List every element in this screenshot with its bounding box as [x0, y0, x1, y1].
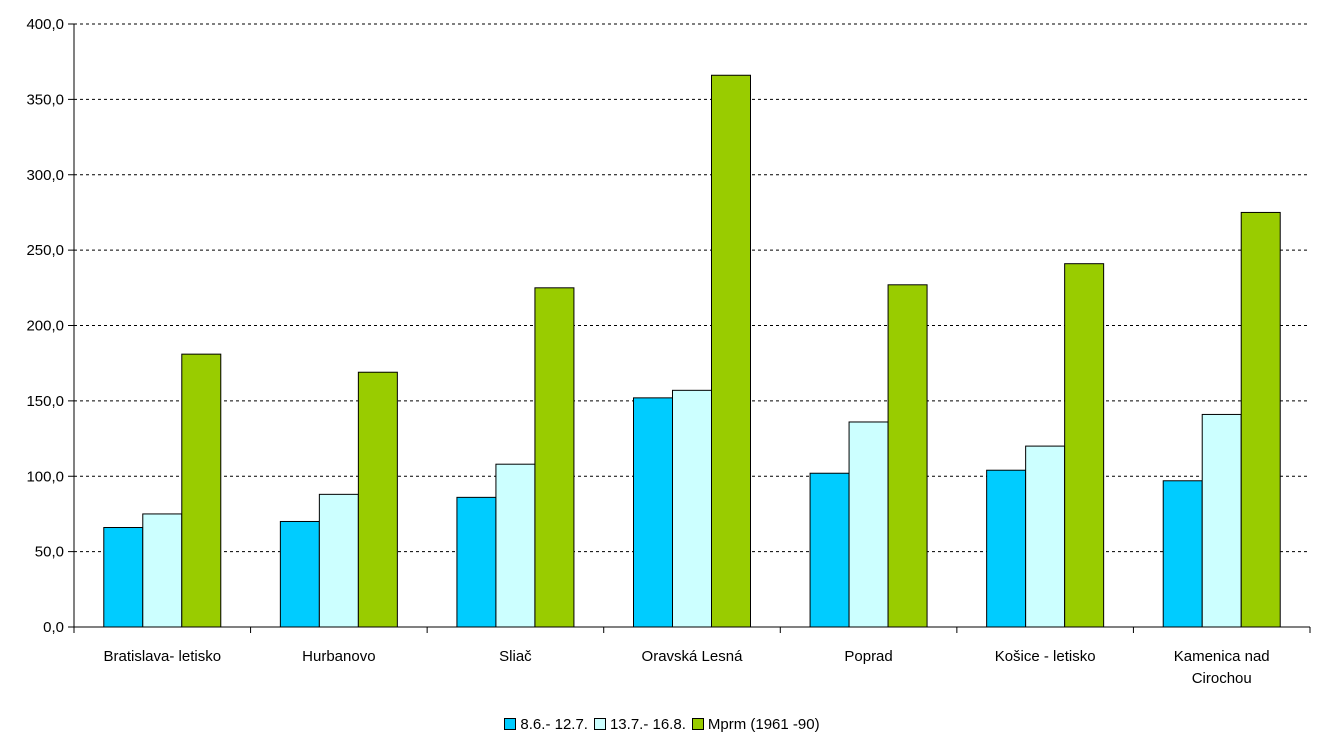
- bar: [887, 284, 928, 628]
- x-tick-label: Kamenica nad Cirochou: [1174, 648, 1270, 687]
- bar: [357, 371, 398, 628]
- bar: [711, 74, 751, 628]
- bar: [1064, 263, 1105, 628]
- legend-item: 13.7.- 16.8.: [593, 715, 686, 733]
- y-tick-label: 150,0: [26, 393, 64, 410]
- bar: [181, 353, 222, 628]
- bar: [103, 527, 144, 628]
- bar: [986, 469, 1027, 628]
- bar: [495, 463, 536, 628]
- x-tick-label: Sliač: [499, 648, 532, 665]
- y-tick-label: 250,0: [26, 242, 64, 259]
- y-tick-label: 100,0: [26, 468, 64, 485]
- legend-swatch: [504, 718, 517, 730]
- legend-item: Mprm (1961 -90): [691, 715, 820, 733]
- bar: [1025, 445, 1066, 628]
- legend-label: Mprm (1961 -90): [707, 715, 820, 733]
- x-tick-label: Hurbanovo: [302, 648, 375, 665]
- x-tick-label: Košice - letisko: [995, 648, 1096, 665]
- y-tick-label: 50,0: [35, 544, 64, 561]
- bar: [672, 389, 712, 628]
- y-tick-label: 350,0: [26, 91, 64, 108]
- bar: [279, 520, 320, 628]
- chart-legend: 8.6.- 12.7. 13.7.- 16.8. Mprm (1961 -90): [0, 712, 1324, 736]
- legend-swatch: [593, 718, 606, 730]
- y-tick-label: 200,0: [26, 318, 64, 335]
- legend-swatch: [691, 718, 704, 730]
- x-tick-label: Oravská Lesná: [642, 648, 744, 665]
- y-tick-label: 400,0: [26, 16, 64, 33]
- bar: [456, 496, 497, 628]
- bar: [142, 513, 183, 628]
- legend-label: 13.7.- 16.8.: [609, 715, 686, 733]
- bar-chart: 0,0 50,0 100,0 150,0 200,0 250,0 300,0 350,0 400…: [26, 16, 1311, 687]
- y-tick-label: 300,0: [26, 167, 64, 184]
- y-tick-label: 0,0: [43, 619, 64, 636]
- bar: [848, 421, 889, 628]
- x-tick-label: Poprad: [844, 648, 892, 665]
- bar: [1201, 413, 1242, 628]
- bar: [1240, 211, 1281, 628]
- bar: [633, 397, 673, 628]
- bar: [1162, 480, 1203, 628]
- bar: [809, 472, 850, 628]
- legend-item: 8.6.- 12.7.: [504, 716, 588, 733]
- bar: [534, 287, 575, 628]
- bar: [318, 493, 359, 628]
- x-tick-label: Bratislava- letisko: [104, 648, 222, 665]
- legend-label: 8.6.- 12.7.: [520, 715, 588, 733]
